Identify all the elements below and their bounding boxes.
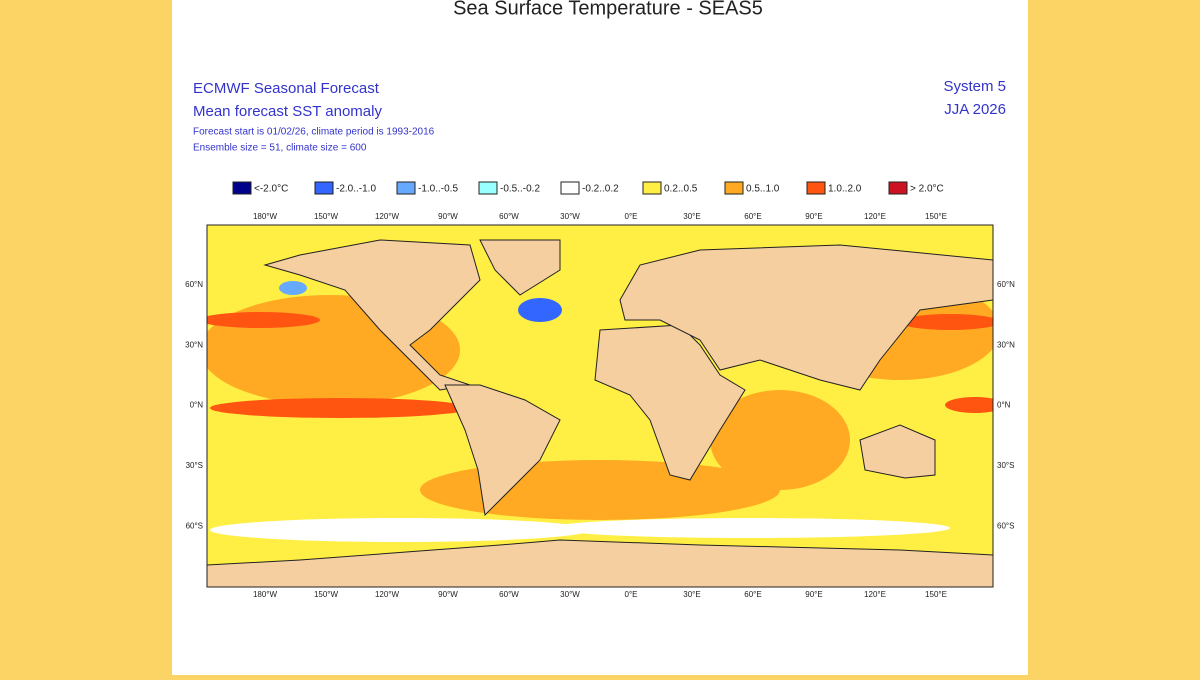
lon-label: 60°E [744, 212, 761, 221]
legend-label: -0.5..-0.2 [500, 184, 540, 195]
lon-label: 30°E [683, 212, 700, 221]
anomaly-area [207, 312, 320, 328]
lon-label: 60°E [744, 590, 761, 599]
lon-label: 150°W [314, 590, 339, 599]
lon-label: 30°E [683, 590, 700, 599]
system: System 5 [943, 78, 1006, 95]
lat-label: 30°S [186, 461, 203, 470]
legend-label: 1.0..2.0 [828, 184, 862, 195]
lon-label: 180°W [253, 590, 278, 599]
map-frame [206, 224, 994, 588]
anomaly-area [945, 397, 993, 413]
anomaly-area [900, 314, 993, 330]
legend-swatch [396, 181, 416, 195]
lon-label: 150°W [314, 212, 339, 221]
lon-label: 120°W [375, 590, 400, 599]
lat-label: 30°S [997, 461, 1014, 470]
legend-swatch [232, 181, 252, 195]
lon-label: 150°E [925, 212, 947, 221]
product: Mean forecast SST anomaly [193, 103, 382, 120]
anomaly-area [210, 398, 470, 418]
legend-swatch [642, 181, 662, 195]
lon-label: 90°W [438, 212, 458, 221]
map [206, 224, 994, 588]
lat-label: 60°N [185, 280, 203, 289]
legend-swatch [560, 181, 580, 195]
legend-swatch [888, 181, 908, 195]
lon-label: 120°E [864, 590, 886, 599]
legend-swatch [806, 181, 826, 195]
lon-label: 150°E [925, 590, 947, 599]
legend-label: > 2.0°C [910, 184, 944, 195]
anomaly-area [550, 518, 950, 538]
lon-label: 90°W [438, 590, 458, 599]
lon-label: 0°E [625, 212, 638, 221]
title: Sea Surface Temperature - SEAS5 [453, 0, 763, 19]
legend-label: -1.0..-0.5 [418, 184, 458, 195]
legend-swatch [478, 181, 498, 195]
anomaly-area [279, 281, 307, 295]
legend-label: -2.0..-1.0 [336, 184, 376, 195]
lat-label: 0°N [997, 401, 1011, 410]
lat-label: 60°S [186, 521, 203, 530]
lat-label: 30°N [997, 340, 1015, 349]
lat-label: 0°N [190, 401, 204, 410]
lon-label: 30°W [560, 212, 580, 221]
anomaly-area [518, 298, 562, 322]
lat-label: 30°N [185, 340, 203, 349]
period: JJA 2026 [944, 101, 1006, 118]
lon-label: 0°E [625, 590, 638, 599]
legend-label: -0.2..0.2 [582, 184, 619, 195]
land [207, 239, 993, 587]
legend-swatch [724, 181, 744, 195]
anomaly-area [710, 390, 850, 490]
ensemble-info: Ensemble size = 51, climate size = 600 [193, 143, 367, 154]
legend-swatch [314, 181, 334, 195]
lon-label: 120°E [864, 212, 886, 221]
lon-label: 60°W [499, 590, 519, 599]
lon-label: 30°W [560, 590, 580, 599]
lon-label: 90°E [805, 212, 822, 221]
lon-label: 60°W [499, 212, 519, 221]
lon-label: 180°W [253, 212, 278, 221]
lat-label: 60°S [997, 521, 1014, 530]
legend-label: 0.5..1.0 [746, 184, 780, 195]
legend-label: <-2.0°C [254, 184, 288, 195]
anomaly-area [210, 518, 590, 542]
lat-label: 60°N [997, 280, 1015, 289]
forecast-info: Forecast start is 01/02/26, climate peri… [193, 127, 435, 138]
lon-label: 90°E [805, 590, 822, 599]
lon-label: 120°W [375, 212, 400, 221]
legend-label: 0.2..0.5 [664, 184, 698, 195]
org: ECMWF Seasonal Forecast [193, 80, 380, 97]
